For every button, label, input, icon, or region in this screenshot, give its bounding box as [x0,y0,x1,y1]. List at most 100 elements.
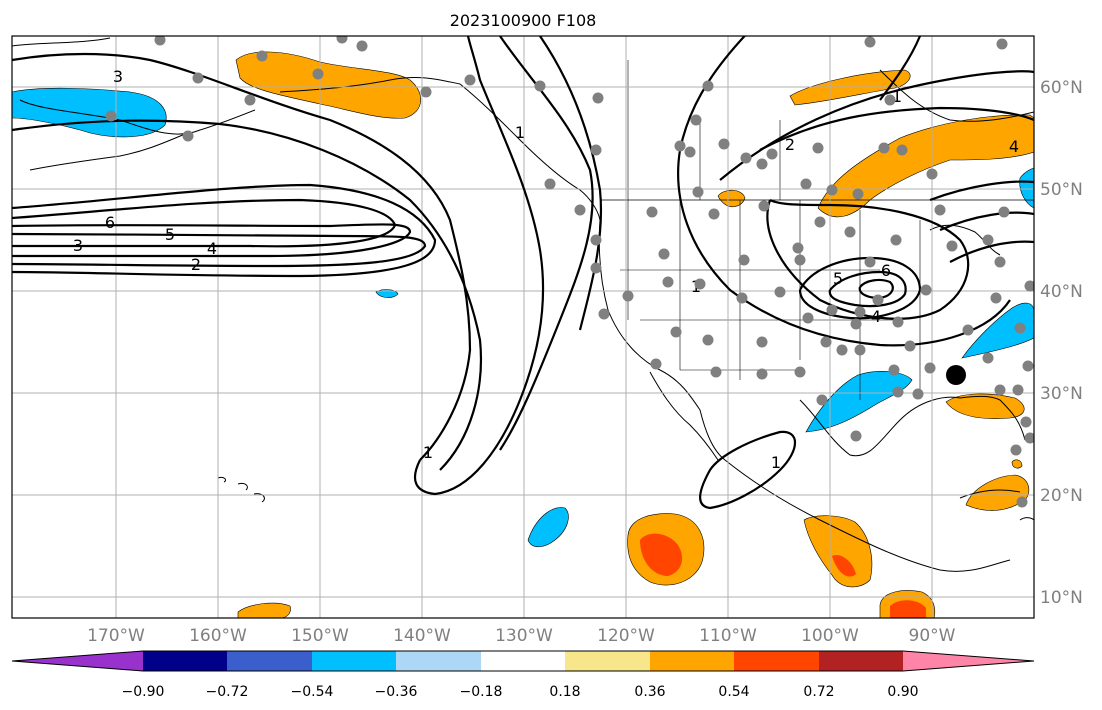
lat-tick-label: 60°N [1040,78,1083,98]
station-marker [590,144,602,156]
station-marker [534,80,546,92]
contour-lines [12,36,1034,510]
station-marker [590,234,602,246]
station-marker [598,308,610,320]
station-marker [794,366,806,378]
station-marker [820,336,832,348]
contour-label: 3 [73,236,83,255]
station-marker [756,368,768,380]
station-marker [896,144,908,156]
station-marker [756,158,768,170]
station-marker [802,312,814,324]
station-marker [892,316,904,328]
station-marker [812,142,824,154]
contour-label: 5 [165,225,175,244]
station-marker [844,226,856,238]
negative-anomaly-area [961,302,1034,359]
colorbar-segment [312,651,396,671]
colorbar-segment [819,651,903,671]
contour-label: 1 [423,443,433,462]
station-marker [464,74,476,86]
lon-tick-label: 160°W [189,626,247,646]
station-marker [1012,384,1024,396]
map-frame [11,35,1035,619]
colorbar-lower-extension [12,651,143,671]
station-marker [892,386,904,398]
station-marker [738,254,750,266]
station-marker [592,92,604,104]
contour-label: 5 [833,269,843,288]
station-marker [622,290,634,302]
station-marker [982,234,994,246]
longitude-tick-labels: 170°W 160°W 150°W 140°W 130°W 120°W 110°… [87,626,956,646]
map-title: 2023100900 F108 [450,11,597,30]
lon-tick-label: 150°W [291,626,349,646]
colorbar: −0.90 −0.72 −0.54 −0.36 −0.18 0.18 0.36 … [11,650,1035,700]
positive-anomaly-area [965,474,1030,511]
station-marker [854,344,866,356]
negative-anomaly-area [805,371,913,433]
negative-anomaly-area [527,507,569,548]
station-marker [926,168,938,180]
colorbar-segment [481,651,565,671]
station-marker [962,324,974,336]
station-marker [864,36,876,48]
station-marker [646,206,658,218]
colorbar-tick-label: −0.18 [460,684,503,700]
lat-tick-label: 30°N [1040,384,1083,404]
station-marker [816,394,828,406]
coastlines [12,37,1034,572]
colorbar-tick-label: −0.36 [375,684,418,700]
station-marker [792,242,804,254]
station-markers [105,36,1034,508]
station-marker [256,50,268,62]
station-marker [996,38,1008,50]
station-marker [920,284,932,296]
colorbar-tick-label: 0.90 [887,684,918,700]
station-marker [990,292,1002,304]
anomaly-shading [12,51,1034,618]
station-marker [904,340,916,352]
station-marker [356,40,368,52]
colorbar-segment [650,651,734,671]
colorbar-segment [734,651,819,671]
lon-tick-label: 100°W [801,626,859,646]
station-marker [912,388,924,400]
station-marker [1022,360,1034,372]
station-marker [336,36,348,44]
station-marker [718,138,730,150]
contour-label: 4 [1009,137,1019,156]
positive-anomaly-area [717,189,746,208]
highlighted-station-marker [946,365,966,385]
station-marker [244,94,256,106]
station-marker [794,254,806,266]
strong-positive-anomaly-area [640,533,683,576]
station-marker [994,384,1006,396]
station-marker [864,256,876,268]
station-marker [814,216,826,228]
station-marker [708,208,720,220]
contour-label: 1 [771,453,781,472]
station-marker [674,140,686,152]
station-marker [658,248,670,260]
station-marker [756,336,768,348]
lon-tick-label: 120°W [597,626,655,646]
lon-tick-label: 140°W [393,626,451,646]
colorbar-segment [227,651,312,671]
colorbar-tick-label: −0.90 [122,684,165,700]
contour-label: 2 [785,135,795,154]
station-marker [692,186,704,198]
station-marker [934,204,946,216]
lat-tick-label: 20°N [1040,486,1083,506]
lon-tick-label: 130°W [495,626,553,646]
station-marker [105,110,117,122]
colorbar-upper-extension [903,651,1034,671]
colorbar-outline [11,650,1035,672]
station-marker [888,364,900,376]
lon-tick-label: 170°W [87,626,145,646]
station-marker [736,292,748,304]
colorbar-tick-labels: −0.90 −0.72 −0.54 −0.36 −0.18 0.18 0.36 … [122,684,919,700]
station-marker [1014,322,1026,334]
station-marker [766,148,778,160]
